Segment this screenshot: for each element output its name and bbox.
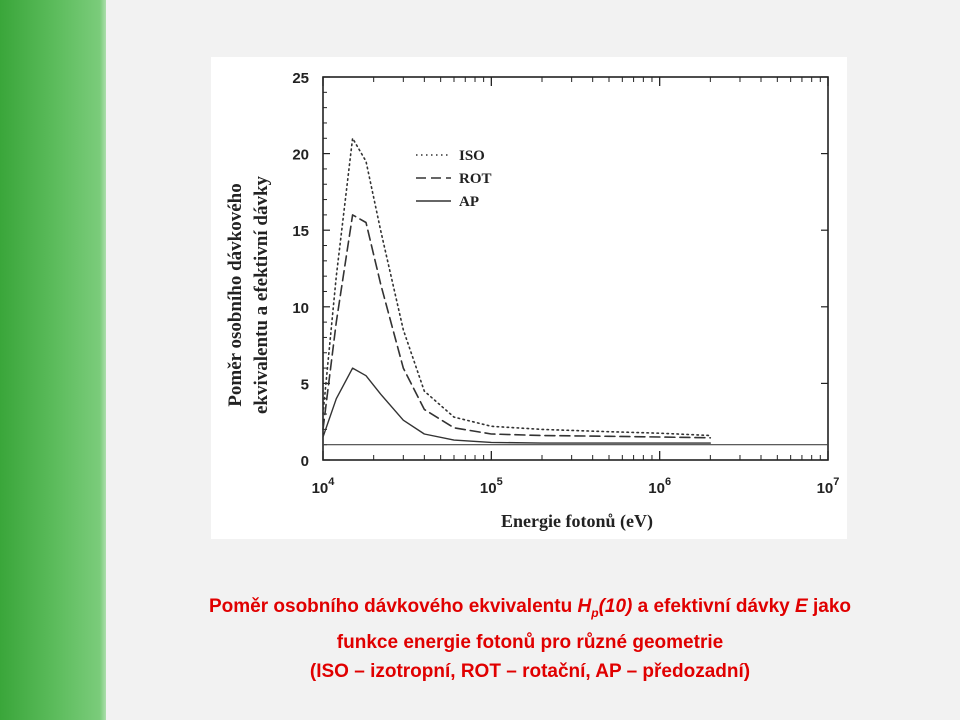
y-tick-label: 5 — [301, 376, 309, 393]
y-tick-label: 25 — [292, 70, 309, 87]
dose-ratio-chart: 0 5 10 15 20 25 104 105 106 107 ISO ROT AP Energie f… — [225, 70, 840, 532]
sidebar-decoration — [0, 0, 106, 720]
series-line-ap — [322, 367, 711, 444]
x-tick-label: 106 — [648, 476, 671, 497]
chart-panel: 0 5 10 15 20 25 104 105 106 107 ISO ROT AP Energie f… — [211, 57, 847, 539]
x-axis-label: Energie fotonů (eV) — [501, 511, 653, 532]
y-tick-label: 20 — [292, 147, 309, 164]
hp-symbol: Hp(10) — [577, 596, 633, 620]
figure-caption: Poměr osobního dávkového ekvivalentu Hp(… — [200, 592, 860, 686]
y-tick-label: 15 — [292, 223, 309, 240]
y-tick-label: 10 — [292, 300, 309, 317]
series-line-rot — [322, 214, 712, 439]
y-axis-label-line2: ekvivalentu a efektivní dávky — [251, 175, 272, 414]
x-tick-label: 105 — [480, 476, 503, 497]
x-tick-label: 107 — [817, 476, 840, 497]
legend-label-ap: AP — [459, 194, 479, 210]
legend-label-iso: ISO — [459, 148, 485, 164]
y-tick-label: 0 — [301, 453, 309, 470]
caption-text-4: (ISO – izotropní, ROT – rotační, AP – př… — [309, 660, 751, 682]
e-symbol: E — [795, 596, 808, 617]
caption-text-3: jako funkce energie fotonů pro různé geo… — [336, 596, 852, 653]
plot-frame — [322, 76, 829, 461]
legend-label-rot: ROT — [459, 171, 492, 187]
y-axis-label-line1: Poměr osobního dávkového — [225, 183, 246, 406]
caption-text-1: Poměr osobního dávkového ekvivalentu — [208, 596, 578, 617]
x-tick-label: 104 — [312, 476, 336, 497]
caption-text-2: a efektivní dávky — [632, 596, 796, 617]
series-line-iso — [322, 137, 712, 437]
